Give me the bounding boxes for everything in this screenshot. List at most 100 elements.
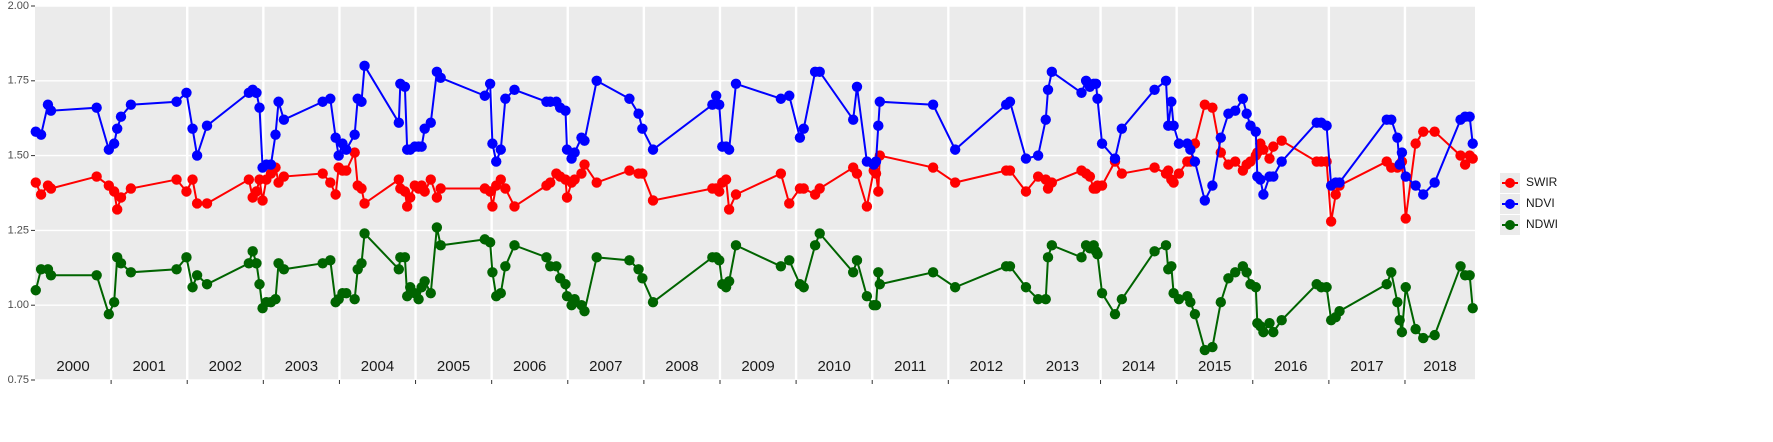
data-point: [1321, 120, 1332, 131]
data-point: [1410, 180, 1421, 191]
data-point: [798, 183, 809, 194]
data-point: [814, 228, 825, 239]
data-point: [325, 255, 336, 266]
data-point: [647, 297, 659, 308]
data-point: [851, 81, 863, 92]
data-point: [1396, 147, 1408, 158]
data-point: [187, 282, 198, 293]
data-point: [814, 66, 825, 78]
data-point: [1207, 341, 1218, 353]
data-point: [720, 174, 732, 185]
legend-key-point: [1505, 178, 1515, 188]
data-point: [1418, 189, 1429, 200]
data-point: [1168, 120, 1179, 131]
data-point: [1076, 87, 1087, 98]
data-point: [356, 96, 367, 107]
data-point: [624, 165, 635, 176]
data-point: [1392, 132, 1403, 143]
data-point: [723, 204, 735, 215]
data-point: [873, 186, 884, 197]
data-point: [1199, 195, 1211, 206]
data-point: [1004, 96, 1016, 107]
data-point: [359, 60, 370, 72]
data-point: [730, 78, 742, 89]
data-point: [1237, 93, 1249, 104]
data-point: [330, 132, 341, 143]
data-point: [1207, 180, 1218, 191]
data-point: [569, 294, 580, 305]
data-point: [1429, 177, 1440, 188]
data-point: [270, 129, 281, 140]
data-point: [35, 189, 47, 200]
data-point: [349, 147, 360, 158]
data-point: [317, 168, 328, 179]
data-point: [393, 117, 405, 128]
data-point: [775, 261, 787, 272]
legend-item: NDWI: [1500, 215, 1558, 235]
data-point: [1250, 126, 1262, 137]
data-point: [509, 201, 520, 212]
data-point: [647, 144, 659, 155]
data-point: [419, 276, 430, 287]
data-point: [591, 177, 602, 188]
data-point: [278, 264, 290, 275]
data-point: [491, 156, 502, 167]
legend-item: SWIR: [1500, 173, 1558, 193]
series: [30, 222, 1478, 356]
data-point: [1250, 282, 1262, 293]
data-point: [1046, 240, 1058, 251]
data-point: [1223, 273, 1234, 284]
year-label: 2011: [894, 358, 926, 375]
data-point: [500, 93, 511, 104]
data-point: [1032, 294, 1044, 305]
data-point: [1173, 294, 1185, 305]
year-label: 2004: [361, 358, 394, 375]
data-point: [30, 285, 41, 296]
data-point: [851, 168, 863, 179]
year-label: 2003: [285, 358, 318, 375]
data-point: [487, 138, 498, 149]
data-point: [775, 168, 787, 179]
year-label: 2014: [1122, 358, 1155, 375]
data-point: [1418, 126, 1429, 137]
data-point: [91, 270, 102, 281]
data-point: [254, 102, 265, 113]
data-point: [1149, 162, 1160, 173]
data-point: [254, 279, 265, 290]
data-point: [784, 255, 795, 266]
data-point: [730, 240, 742, 251]
data-point: [509, 240, 520, 251]
data-point: [1215, 132, 1226, 143]
data-point: [425, 288, 436, 299]
data-point: [949, 177, 961, 188]
data-point: [624, 255, 635, 266]
data-point: [435, 72, 446, 84]
data-point: [187, 123, 198, 134]
data-point: [115, 192, 127, 203]
data-point: [401, 201, 413, 212]
data-point: [847, 114, 859, 125]
data-point: [251, 258, 262, 269]
data-point: [435, 240, 446, 251]
data-point: [1330, 189, 1341, 200]
data-point: [561, 192, 573, 203]
data-point: [851, 255, 863, 266]
data-point: [874, 96, 886, 107]
data-point: [798, 123, 809, 134]
data-point: [1160, 240, 1172, 251]
year-label: 2006: [513, 358, 546, 375]
data-point: [569, 147, 580, 158]
data-point: [191, 150, 203, 161]
data-point: [201, 120, 213, 131]
data-point: [1149, 246, 1160, 257]
data-point: [435, 183, 446, 194]
data-point: [579, 159, 590, 170]
data-point: [349, 294, 360, 305]
data-point: [201, 198, 213, 209]
data-point: [416, 141, 427, 152]
data-point: [495, 144, 506, 155]
data-point: [1455, 261, 1466, 272]
data-point: [181, 87, 192, 98]
data-point: [927, 99, 939, 110]
data-point: [710, 90, 722, 101]
